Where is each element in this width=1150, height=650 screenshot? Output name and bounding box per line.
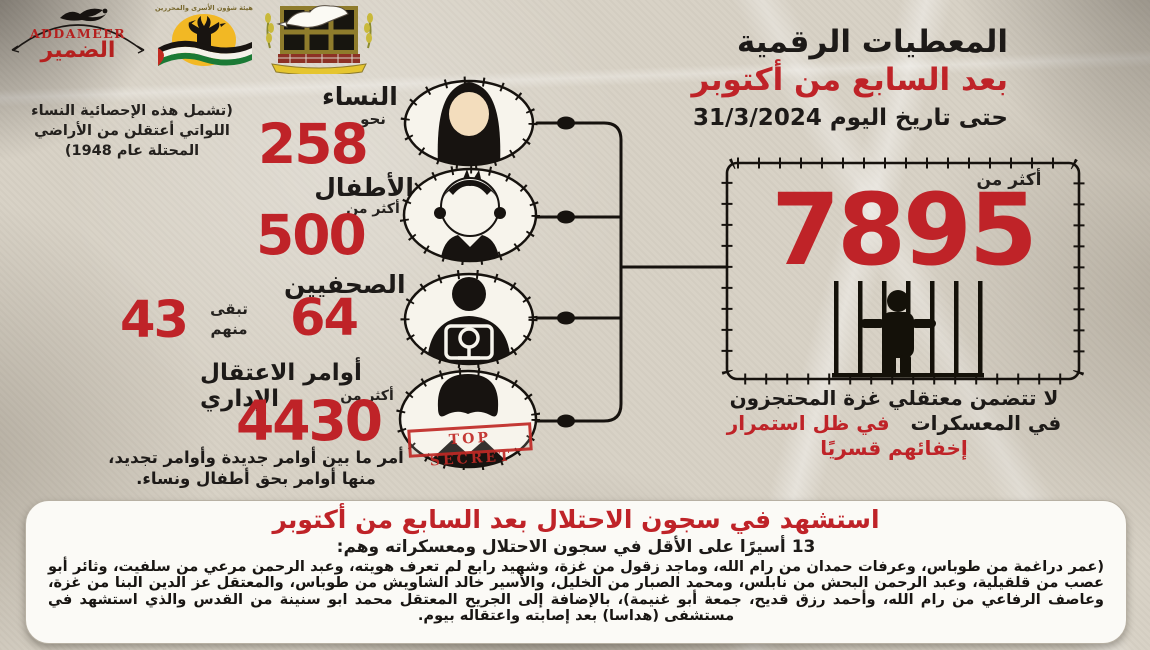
prisoners-club-logo [258,2,380,74]
child-prisoner-icon [400,165,540,265]
woman-prisoner-icon [400,76,538,170]
journalists-remaining: 43 [120,291,189,350]
addameer-logo-graphic [11,8,145,54]
addameer-logo-ar: الضمير [40,38,116,63]
martyrs-title: استشهد في سجون الاحتلال بعد السابع من أك… [272,505,880,534]
journalists-value: 64 [290,289,359,348]
addameer-logo: ADDAMEER الضمير [8,4,148,70]
ribbon-banner [271,63,367,74]
dove-icon [285,5,349,28]
journalist-prisoner-icon [400,270,538,368]
prisoner-behind-bars-icon [832,281,984,378]
journalists-label: الصحفيين [284,270,406,299]
addameer-logo-en: ADDAMEER [29,26,127,41]
prison-bars [832,281,984,378]
martyrs-subtitle: 13 أسيرًا على الأقل في سجون الاحتلال ومع… [336,537,816,557]
journalist-head [452,277,486,311]
date-line: حتى تاريخ اليوم 31/3/2024 [693,105,1008,131]
women-qualifier: نحو [360,110,386,128]
child-face [440,177,500,237]
child-shoulders [440,235,500,261]
admin-detention-label: أوامر الاعتقال الإداري [200,360,362,412]
anonymous-detainee-icon [396,368,540,470]
barbed-wire-frame [721,157,1085,385]
bird-icon [60,8,106,22]
anonymous-tie [463,452,473,467]
child-hair [441,180,499,209]
main-title: المعطيات الرقمية [736,24,1008,60]
admin-detention-note: أمر ما بين أوامر جديدة وأوامر تجديد، منه… [40,447,472,489]
admin-note-line2: منها أوامر بحق أطفال ونساء. [136,469,376,488]
women-label: النساء [322,82,398,111]
face-shape [449,92,489,136]
flag-red-triangle [158,48,164,66]
main-qualifier: أكثر من [976,170,1042,190]
commission-logo-graphic [158,14,252,66]
prisoners-club-graphic [265,5,373,74]
women-value: 258 [258,112,369,176]
journalists-qualifier: تبقى منهم [210,300,248,338]
raised-arms-figure-icon [188,16,220,60]
anonymous-hair [437,374,499,417]
admin-detention-qualifier: أكثر من [340,388,394,404]
gaza-note-line2-black: في المعسكرات [910,411,1062,435]
wheat-icon [265,13,373,43]
commission-logo-label: هيئة شؤون الأسرى والمحررين [155,4,253,12]
martyrs-box: استشهد في سجون الاحتلال بعد السابع من أك… [25,500,1127,644]
admin-detention-value: 4430 [236,389,383,453]
women-note: (تشمل هذه الإحصائية النساء اللواتي أعتقل… [31,103,233,159]
gaza-note-line1: لا تتضمن معتقلي غزة المحتجزون [729,386,1059,410]
children-value: 500 [256,203,367,267]
detainees-commission-logo: هيئة شؤون الأسرى والمحررين [150,2,258,74]
flag-black-stripe [158,40,252,54]
gaza-note-line3-red: إخفائهم قسريًا [820,436,968,460]
flag-white-stripe [158,46,252,60]
children-qualifier: أكثر من [346,201,400,217]
main-value: 7895 [771,173,1038,288]
gaza-detainees-note: لا تتضمن معتقلي غزة المحتجزون في المعسكر… [680,386,1108,461]
flag-green-stripe [158,52,252,66]
main-subtitle: بعد السابع من أكتوبر [691,62,1008,98]
admin-note-line1: أمر ما بين أوامر جديدة وأوامر تجديد، [108,448,404,467]
martyrs-names: (عمر دراغمة من طوباس، وعرفات حمدان من را… [48,558,1104,625]
children-label: الأطفال [314,173,414,202]
gaza-note-line2-red: في ظل استمرار [726,411,890,435]
prisoner-figure [860,290,936,375]
